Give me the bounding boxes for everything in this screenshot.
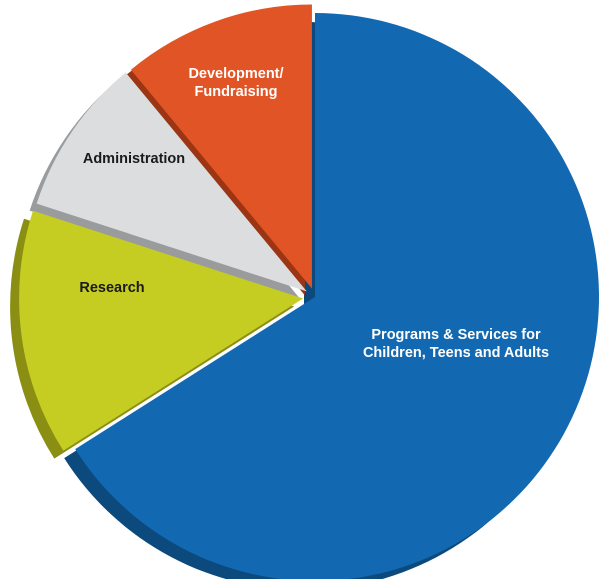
slice-label-0: Programs & Services for Children, Teens a… — [363, 327, 549, 361]
pie-slice-development-fundraising — [130, 4, 312, 289]
slice-label-line: Research — [79, 280, 144, 296]
slice-label-line: Programs & Services for — [371, 327, 541, 343]
pie-slice-research — [19, 210, 304, 451]
slice-label-line: Development/ — [188, 66, 283, 82]
slice-label-3: Development/Fundraising — [188, 66, 283, 100]
slice-label-line: Children, Teens and Adults — [363, 345, 549, 361]
slice-layer — [19, 4, 599, 579]
slice-label-1: Research — [79, 280, 144, 296]
slice-label-2: Administration — [83, 151, 185, 167]
slice-label-line: Fundraising — [195, 84, 278, 100]
pie-slice-administration — [36, 72, 307, 292]
pie-slice-programs-services-for-children-teens-and-adults — [75, 13, 599, 579]
label-layer: Programs & Services for Children, Teens a… — [79, 66, 549, 361]
slice-label-line: Administration — [83, 151, 185, 167]
